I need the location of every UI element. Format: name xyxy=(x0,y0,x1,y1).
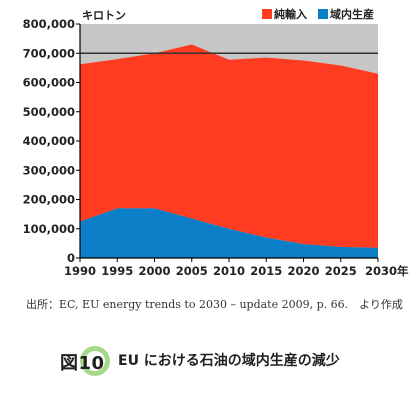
y-tick-label: 300,000 xyxy=(23,163,75,177)
x-tick-label: 2030年 xyxy=(365,264,409,278)
source-note: 出所：EC, EU energy trends to 2030 – update… xyxy=(26,298,403,311)
y-tick-label: 500,000 xyxy=(23,105,75,119)
x-tick-label: 1995 xyxy=(101,264,133,278)
x-tick-label: 2000 xyxy=(138,264,170,278)
x-tick-label: 2005 xyxy=(176,264,208,278)
y-tick-label: 100,000 xyxy=(23,222,75,236)
y-tick-label: 0 xyxy=(67,251,75,265)
chart: 0 100,000 200,000 300,000 400,000 500,000 600,… xyxy=(23,7,409,278)
figure-badge-ring xyxy=(80,346,110,376)
legend-label-domestic-production: 域内生産 xyxy=(330,7,374,21)
legend-swatch-net-import xyxy=(262,9,272,19)
legend-label-net-import: 純輸入 xyxy=(274,7,307,21)
figure-number-badge: 図10 xyxy=(60,343,110,377)
figure-number: 図10 xyxy=(60,353,105,374)
y-tick-label: 200,000 xyxy=(23,193,75,207)
x-tick-label: 2020 xyxy=(287,264,319,278)
area-series-domestic-production xyxy=(80,208,378,258)
legend: 純輸入 域内生産 xyxy=(262,7,374,21)
x-tick-label: 1990 xyxy=(64,264,96,278)
y-tick-label: 800,000 xyxy=(23,17,75,31)
y-tick-label: 400,000 xyxy=(23,134,75,148)
x-tick-label: 2015 xyxy=(250,264,282,278)
x-tick-label: 2010 xyxy=(213,264,245,278)
x-tick-label: 2025 xyxy=(325,264,357,278)
y-tick-label: 700,000 xyxy=(23,46,75,60)
figure-title: EU における石油の域内生産の減少 xyxy=(118,353,340,369)
legend-swatch-domestic-production xyxy=(318,9,328,19)
area-series-net-import xyxy=(80,44,378,248)
y-unit-label: キロトン xyxy=(82,9,126,22)
y-tick-label: 600,000 xyxy=(23,76,75,90)
figure-caption: 図10 EU における石油の域内生産の減少 xyxy=(60,343,340,377)
